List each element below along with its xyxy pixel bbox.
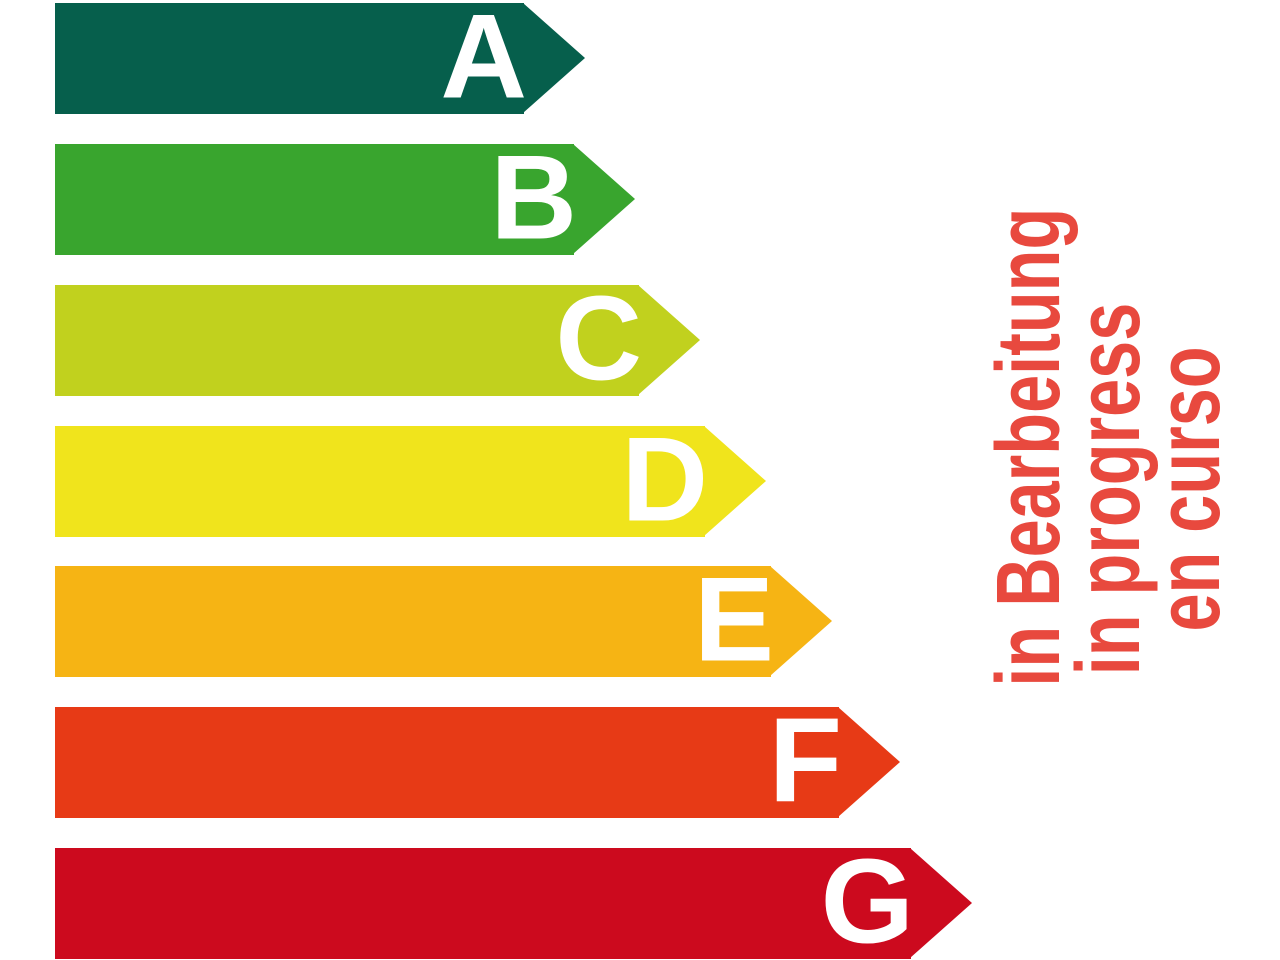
energy-class-arrow: D [55, 419, 766, 539]
arrow-tip-icon [638, 285, 700, 395]
arrow-bar [55, 426, 705, 537]
energy-class-arrow: A [55, 0, 585, 124]
arrow-tip-icon [770, 566, 832, 676]
energy-class-arrow: F [55, 700, 900, 820]
energy-class-arrow: E [55, 559, 832, 679]
status-watermark: in Bearbeitung in progress en curso [979, 207, 1239, 749]
energy-class-arrow: C [55, 278, 700, 398]
energy-class-letter: A [440, 0, 527, 124]
arrow-tip-icon [704, 426, 766, 536]
arrow-bar [55, 144, 574, 255]
arrow-bar [55, 848, 911, 959]
watermark-line-es: en curso [1139, 346, 1239, 632]
arrow-bar [55, 285, 639, 396]
energy-class-letter: C [555, 271, 642, 406]
watermark-line-en: in progress [1059, 302, 1159, 676]
energy-class-letter: E [693, 552, 774, 687]
energy-class-letter: F [768, 693, 842, 828]
arrow-bar [55, 566, 771, 677]
arrow-tip-icon [523, 3, 585, 113]
arrow-tip-icon [573, 144, 635, 254]
arrow-tip-icon [838, 707, 900, 817]
energy-class-letter: D [621, 412, 708, 547]
energy-class-arrow: G [55, 841, 972, 960]
energy-class-arrow: B [55, 137, 635, 257]
energy-class-letter: B [490, 130, 577, 265]
watermark-line-de: in Bearbeitung [979, 207, 1079, 687]
arrow-bar [55, 3, 524, 114]
arrow-tip-icon [910, 848, 972, 958]
energy-class-letter: G [820, 834, 914, 960]
arrow-bar [55, 707, 839, 818]
